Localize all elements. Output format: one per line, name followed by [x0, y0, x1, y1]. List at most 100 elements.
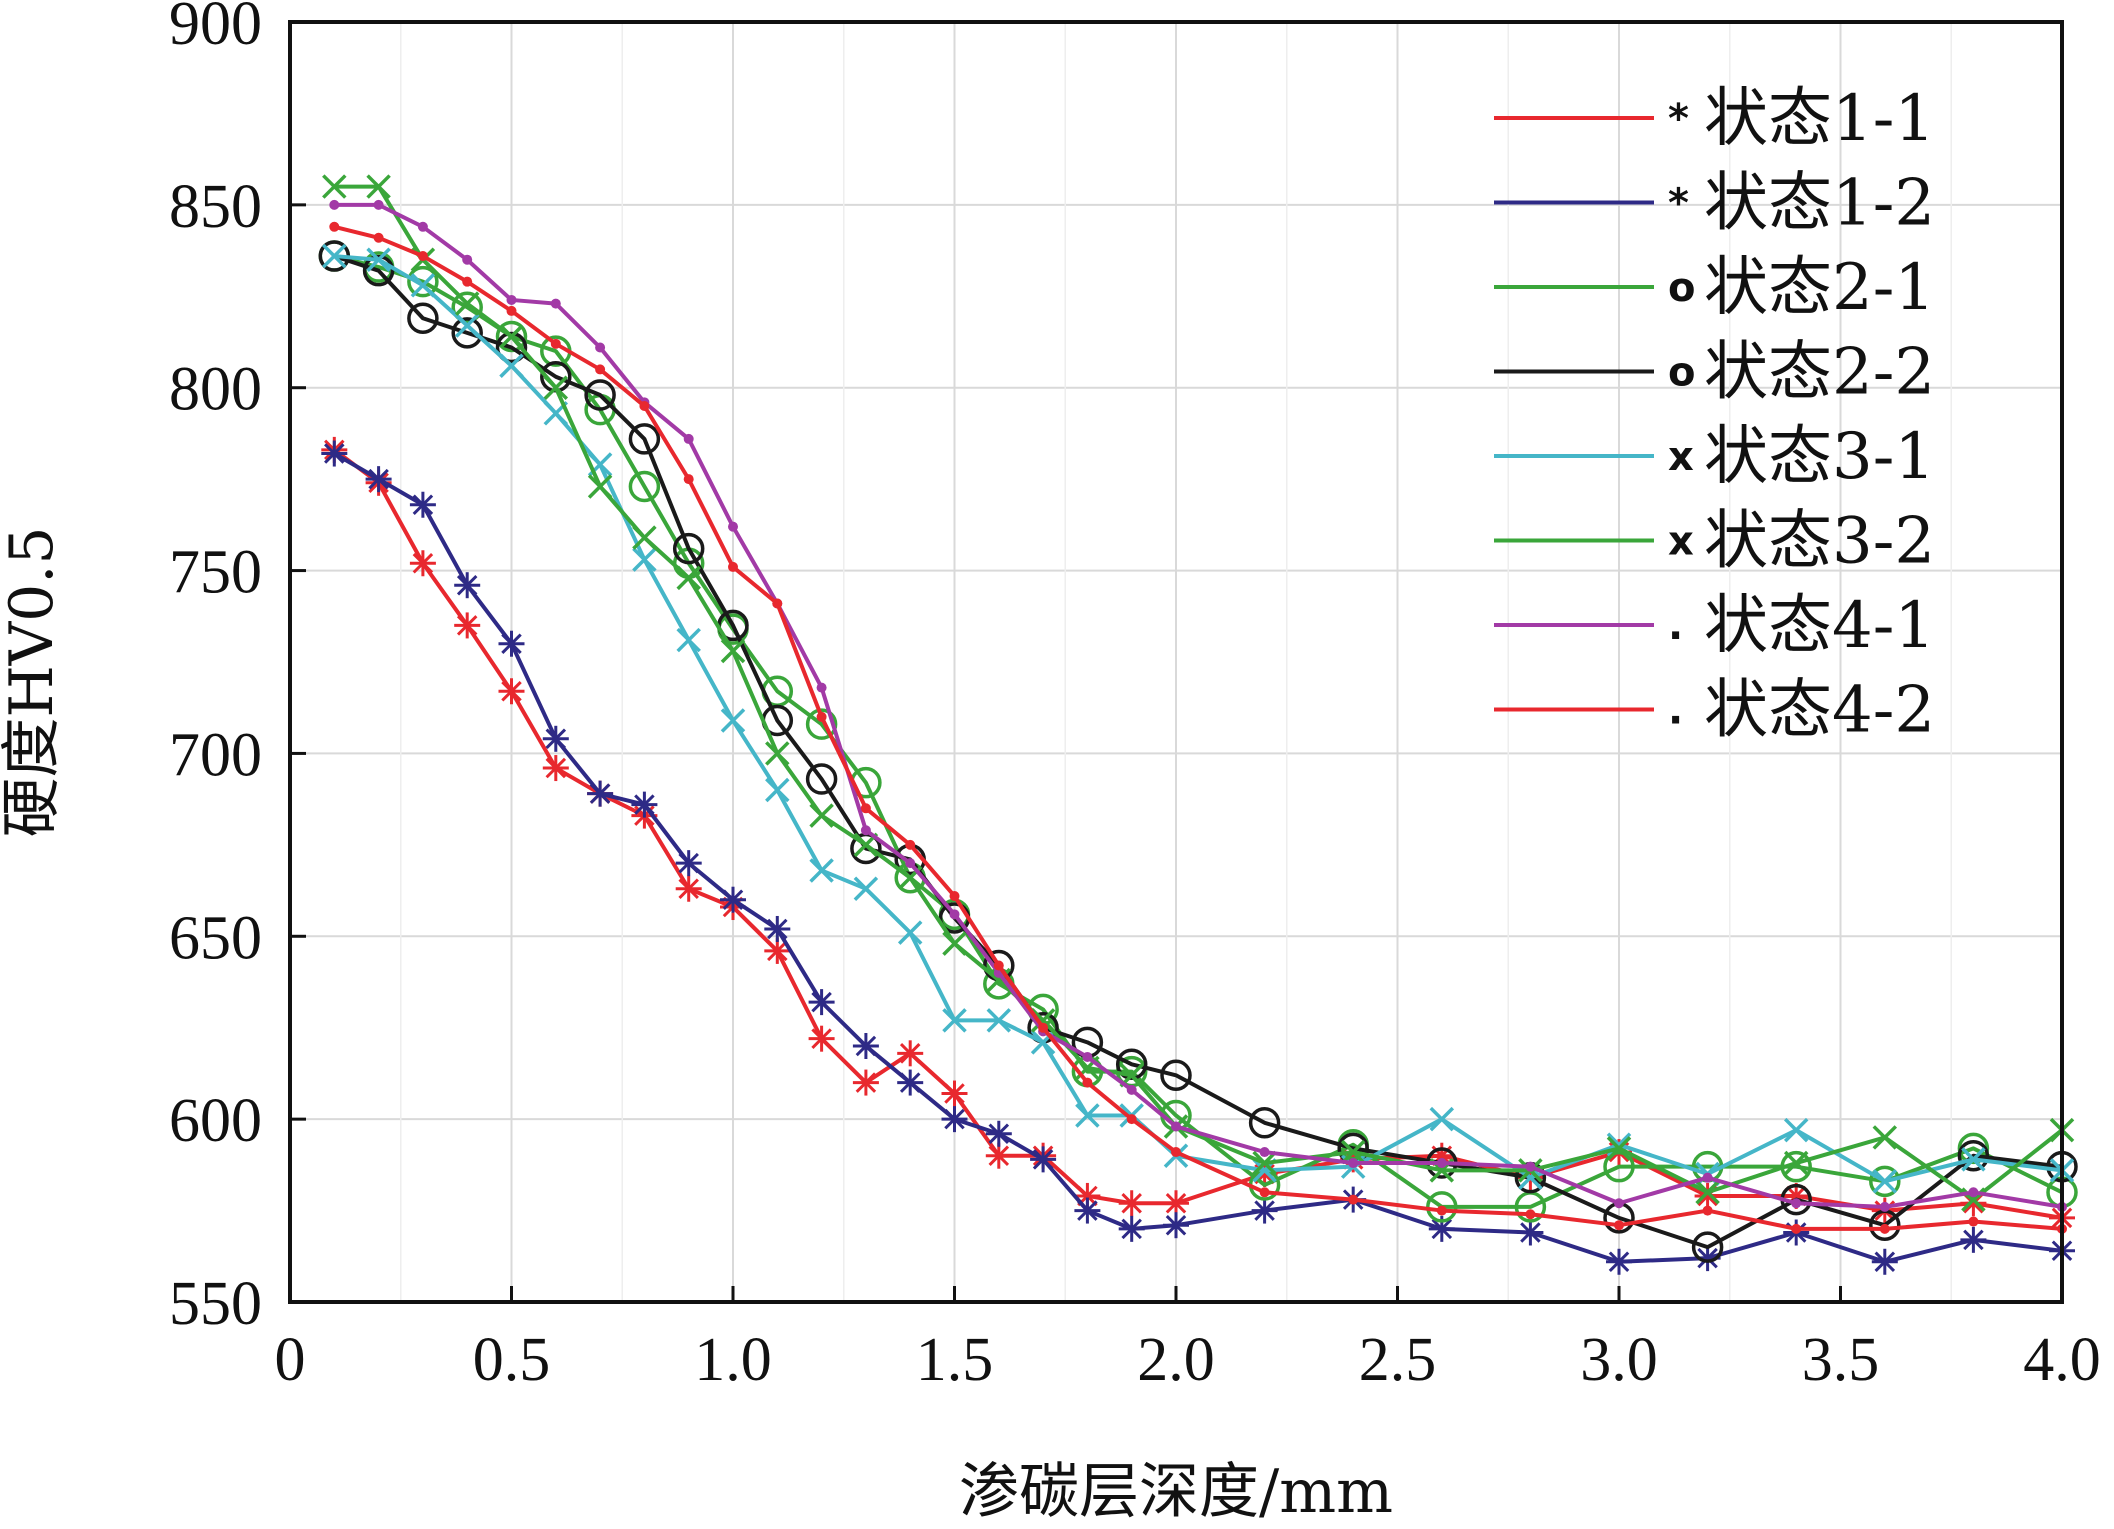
data-point — [683, 474, 694, 485]
star-stroke — [767, 918, 788, 940]
data-point — [454, 572, 481, 599]
data-point — [454, 313, 480, 338]
y-axis-title: 硬度HV0.5 — [0, 526, 67, 837]
data-point — [1968, 1216, 1979, 1227]
data-point — [1702, 1172, 1713, 1183]
star-stroke — [501, 681, 522, 702]
x-stroke — [322, 174, 347, 199]
data-point — [1163, 1212, 1189, 1239]
data-point — [329, 199, 340, 210]
legend-label: 状态1-1 — [1704, 82, 1935, 156]
star-stroke — [1121, 1193, 1142, 1214]
x-stroke — [986, 1008, 1012, 1033]
x-stroke — [809, 858, 834, 883]
data-point — [373, 199, 384, 210]
data-point — [454, 291, 480, 316]
x-stroke — [454, 313, 480, 338]
legend-item: * 状态1-1 — [1494, 82, 1935, 156]
data-point — [1436, 1158, 1447, 1169]
data-point — [772, 598, 783, 609]
data-point — [462, 254, 473, 265]
data-point — [897, 920, 923, 945]
data-point — [495, 331, 528, 364]
legend: * 状态1-1* 状态1-2o 状态2-1o 状态2-2x 状态3-1x 状态3-2. 状态4… — [1494, 82, 1935, 748]
x-stroke — [499, 353, 524, 379]
star-stroke — [1121, 1218, 1142, 1240]
data-point — [1783, 1117, 1809, 1143]
data-point — [410, 273, 436, 298]
data-point — [993, 960, 1004, 971]
data-point — [809, 803, 834, 828]
data-point — [542, 755, 569, 782]
star-stroke — [412, 494, 434, 515]
y-tick-label: 800 — [169, 356, 262, 424]
data-point — [765, 777, 790, 803]
star-stroke — [767, 940, 788, 962]
data-point — [506, 294, 517, 305]
data-point — [1348, 1158, 1359, 1169]
data-point — [1429, 1106, 1455, 1132]
data-point — [905, 858, 916, 869]
data-point — [1436, 1205, 1447, 1216]
legend-marker: o — [1668, 265, 1695, 311]
data-point — [1603, 1150, 1635, 1183]
data-point — [985, 1142, 1012, 1169]
data-point — [808, 1025, 835, 1052]
star-stroke — [1254, 1200, 1275, 1221]
data-point — [543, 375, 569, 400]
y-tick-label: 700 — [169, 721, 262, 789]
star-stroke — [899, 1072, 921, 1093]
legend-marker: . — [1668, 688, 1683, 734]
legend-marker: . — [1668, 603, 1683, 649]
legend-marker: x — [1668, 519, 1694, 565]
star-stroke — [589, 783, 611, 804]
star-stroke — [501, 633, 522, 654]
star-stroke — [855, 1072, 877, 1093]
x-tick-label: 1.0 — [694, 1326, 772, 1394]
data-point — [853, 876, 879, 901]
x-stroke — [499, 324, 524, 349]
x-stroke — [942, 1008, 967, 1033]
data-point — [1961, 1147, 1986, 1172]
data-point — [676, 627, 701, 653]
data-point — [1871, 1248, 1898, 1275]
x-stroke — [366, 174, 391, 199]
legend-label: 状态1-2 — [1704, 167, 1935, 241]
data-point — [1525, 1161, 1536, 1172]
star-stroke — [678, 852, 699, 874]
star-stroke — [456, 574, 478, 596]
data-point — [329, 221, 340, 232]
star-stroke — [1608, 1251, 1630, 1273]
data-point — [672, 532, 705, 565]
data-point — [764, 937, 791, 964]
data-point — [454, 612, 481, 639]
legend-marker: o — [1668, 350, 1695, 396]
series-状态1-2 — [321, 440, 2075, 1275]
x-stroke — [1606, 1136, 1632, 1161]
series-状态4-2 — [329, 221, 2067, 1234]
data-point — [1968, 1187, 1979, 1198]
data-point — [942, 931, 967, 956]
data-point — [1525, 1209, 1536, 1220]
data-point — [816, 682, 827, 693]
data-point — [1171, 1121, 1181, 1132]
data-point — [805, 763, 838, 795]
data-point — [1251, 1197, 1278, 1224]
x-stroke — [1429, 1106, 1455, 1132]
data-point — [720, 886, 746, 913]
data-point — [409, 491, 436, 518]
x-stroke — [543, 375, 569, 400]
star-stroke — [678, 878, 699, 899]
data-point — [1082, 1077, 1093, 1088]
data-point — [1872, 1125, 1898, 1150]
data-point — [506, 305, 517, 316]
data-point — [949, 891, 960, 902]
star-stroke — [811, 991, 832, 1013]
series-状态4-1 — [329, 199, 2067, 1212]
data-point — [1075, 1103, 1100, 1128]
data-point — [675, 875, 702, 902]
data-point — [1879, 1201, 1890, 1212]
data-point — [897, 1069, 924, 1096]
data-point — [720, 638, 746, 664]
data-point — [765, 741, 790, 766]
